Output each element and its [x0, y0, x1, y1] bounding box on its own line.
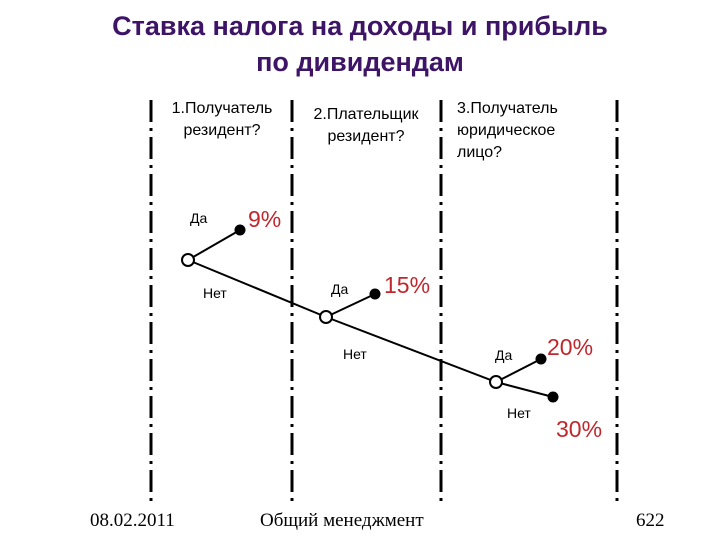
question-2-line-1: 2.Плательщик: [313, 106, 419, 123]
no-branch-1: [187, 259, 327, 318]
end-node-15: [369, 288, 381, 300]
yes-label-1: Да: [190, 210, 208, 226]
yes-branch-2: [325, 293, 376, 318]
question-3-line-1: 3.Получатель: [457, 100, 558, 117]
question-2-line-2: резидент?: [327, 128, 405, 145]
decision-node-3: [489, 375, 503, 389]
decision-node-1: [181, 253, 195, 267]
question-1-line-2: резидент?: [183, 122, 261, 139]
question-2: 2.Плательщик резидент?: [296, 104, 436, 148]
question-3: 3.Получатель юридическое лицо?: [457, 98, 597, 164]
rate-15-percent: 15%: [384, 272, 431, 298]
rate-9-percent: 9%: [248, 206, 282, 232]
end-node-20: [535, 353, 547, 365]
footer-page-number: 622: [636, 510, 665, 531]
yes-label-2: Да: [331, 281, 349, 297]
question-1: 1.Получатель резидент?: [157, 98, 287, 142]
question-3-line-3: лицо?: [457, 144, 503, 161]
no-branch-2: [325, 316, 497, 383]
yes-branch-3: [495, 358, 542, 383]
decision-node-2: [319, 310, 333, 324]
no-label-3: Нет: [507, 405, 531, 421]
no-label-2: Нет: [343, 346, 367, 362]
rate-30-percent: 30%: [556, 416, 603, 442]
question-3-line-2: юридическое: [457, 122, 556, 139]
yes-branch-1: [187, 229, 241, 261]
yes-label-3: Да: [495, 347, 513, 363]
page-title: Ставка налога на доходы и прибыль по див…: [0, 8, 720, 80]
no-branch-3: [495, 381, 554, 398]
title-line-2: по дивидендам: [256, 47, 464, 77]
footer-date: 08.02.2011: [90, 510, 175, 531]
title-line-1: Ставка налога на доходы и прибыль: [112, 11, 608, 41]
rate-20-percent: 20%: [547, 334, 594, 360]
question-1-line-1: 1.Получатель: [171, 100, 273, 117]
end-node-30: [547, 391, 559, 403]
end-node-9: [234, 224, 246, 236]
footer-subject: Общий менеджмент: [260, 510, 424, 531]
no-label-1: Нет: [203, 285, 227, 301]
